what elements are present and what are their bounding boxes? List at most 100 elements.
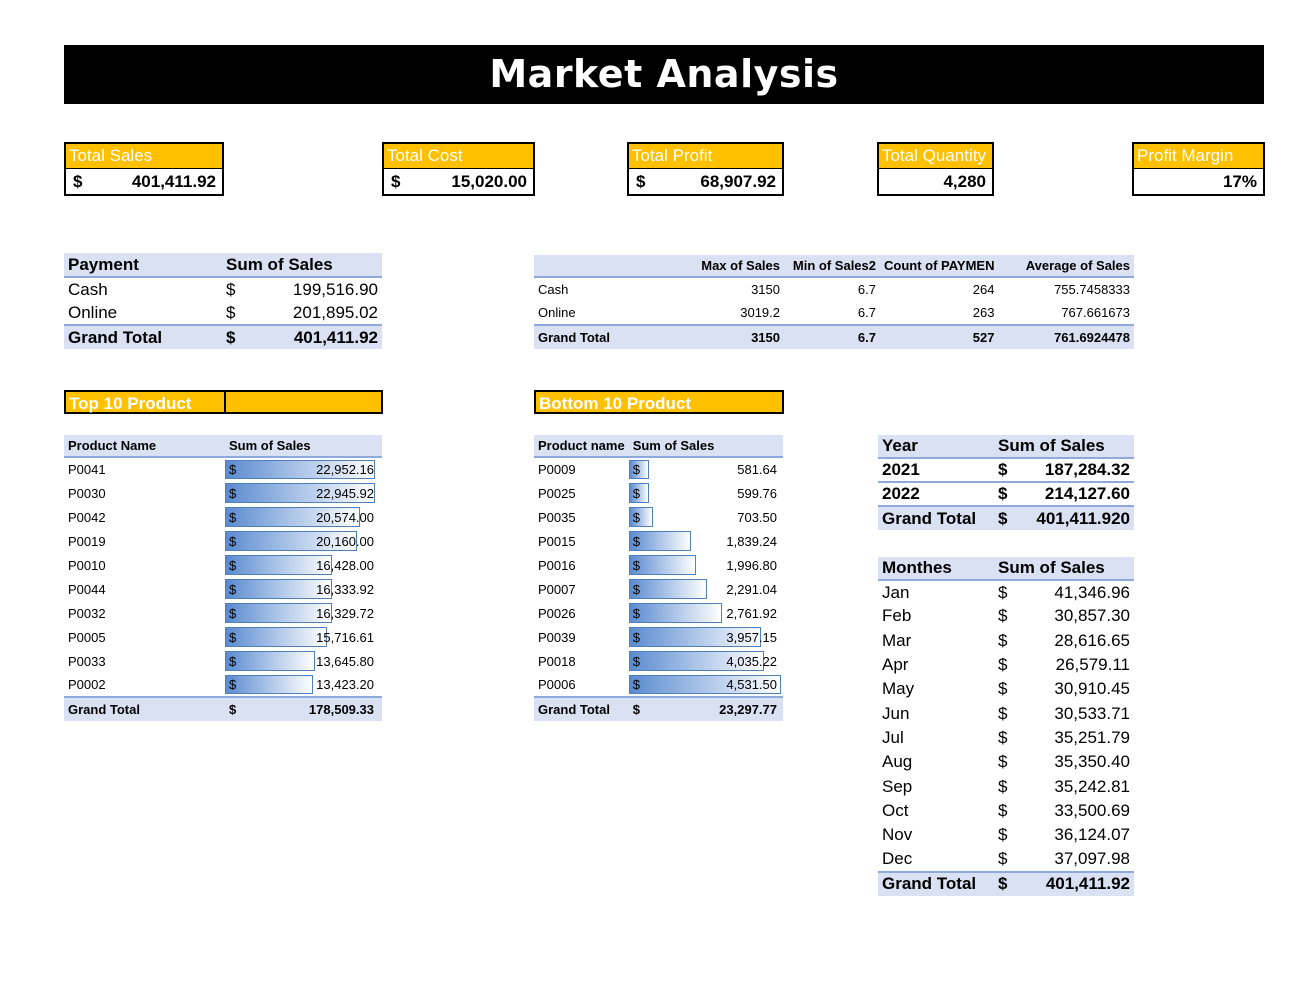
column-header: Monthes xyxy=(878,557,994,581)
bottom10-header: Bottom 10 Product xyxy=(534,390,784,414)
month-label: Aug xyxy=(882,752,913,772)
currency-symbol: $ xyxy=(998,679,1008,699)
table-row: Cash $ 199,516.90 xyxy=(68,279,378,299)
data-bar xyxy=(628,651,764,671)
product-name: P0030 xyxy=(68,485,106,501)
sales-value: 16,333.92 xyxy=(316,581,374,597)
kpi-value: 17% xyxy=(1222,172,1257,191)
product-name: P0006 xyxy=(538,677,576,692)
data-bar xyxy=(225,651,315,671)
currency-symbol: $ xyxy=(632,581,640,597)
currency-symbol: $ xyxy=(998,606,1008,626)
kpi-total-profit: Total Profit $68,907.92 xyxy=(627,142,784,196)
sales-value: 30,910.45 xyxy=(1054,679,1130,699)
currency-symbol: $ xyxy=(229,533,237,549)
kpi-value: 15,020.00 xyxy=(451,172,527,191)
bottom10-title: Bottom 10 Product xyxy=(539,394,692,413)
sales-value: 22,945.92 xyxy=(316,485,374,501)
sales-cell: $2,291.04 xyxy=(628,577,783,601)
month-pivot-table: Monthes Sum of Sales Jan $41,346.96 Feb $30… xyxy=(878,557,1134,896)
column-header: Sum of Sales xyxy=(225,435,382,458)
sales-cell: $581.64 xyxy=(628,457,783,481)
table-row: Nov $36,124.07 xyxy=(878,823,1134,847)
data-bar xyxy=(628,507,653,527)
product-name: P0025 xyxy=(538,485,576,501)
product-name: P0033 xyxy=(68,653,106,669)
sales-value: 703.50 xyxy=(737,509,777,525)
currency-symbol: $ xyxy=(632,557,640,573)
sales-cell: $16,333.92 xyxy=(225,577,382,601)
sales-value: 13,645.80 xyxy=(316,653,374,669)
sales-value: 599.76 xyxy=(737,485,777,501)
product-name: P0026 xyxy=(538,605,576,621)
currency-symbol: $ xyxy=(632,629,640,645)
sales-value: 37,097.98 xyxy=(1054,848,1130,868)
currency-symbol: $ xyxy=(998,630,1008,650)
sales-value: 1,996.80 xyxy=(726,557,777,573)
sales-value: 16,329.72 xyxy=(316,605,374,621)
currency-symbol: $ xyxy=(998,582,1008,602)
kpi-total-sales: Total Sales $401,411.92 xyxy=(64,142,224,196)
month-label: Jun xyxy=(882,703,910,723)
product-name: P0042 xyxy=(68,509,106,525)
product-name: P0044 xyxy=(68,581,106,597)
currency-symbol: $ xyxy=(632,509,640,525)
data-bar xyxy=(225,555,332,575)
currency-symbol: $ xyxy=(229,462,237,477)
product-name: P0015 xyxy=(538,533,576,549)
month-label: Oct xyxy=(882,800,909,820)
product-name: P0010 xyxy=(68,557,106,573)
data-bar xyxy=(225,507,360,527)
table-row: Mar $28,616.65 xyxy=(878,629,1134,653)
bottom10-table: Product name Sum of Sales P0009 $581.64 P0… xyxy=(534,435,783,721)
table-row: P0033 $13,645.80 xyxy=(64,649,382,673)
product-name: P0007 xyxy=(538,581,576,597)
table-row: Online $ 201,895.02 xyxy=(68,302,378,322)
currency-symbol: $ xyxy=(632,605,640,621)
sales-cell: $13,423.20 xyxy=(225,673,382,697)
table-row: Cash 3150 6.7 264 755.7458333 xyxy=(538,282,1130,297)
kpi-currency: $ xyxy=(391,172,401,191)
product-name: P0035 xyxy=(538,509,576,525)
top10-table: Product Name Sum of Sales P0041 $22,952.1… xyxy=(64,435,382,721)
sales-cell: $4,035.22 xyxy=(628,649,783,673)
data-bar xyxy=(628,460,649,479)
sales-value: 2,761.92 xyxy=(726,605,777,621)
sales-cell: $2,761.92 xyxy=(628,601,783,625)
currency-symbol: $ xyxy=(998,776,1008,796)
table-row: 2021 $ 187,284.32 xyxy=(878,458,1134,482)
sales-value: 20,160.00 xyxy=(316,533,374,549)
grand-total-row: Grand Total 3150 6.7 527 761.6924478 xyxy=(534,324,1134,349)
kpi-profit-margin: Profit Margin 17% xyxy=(1132,142,1265,196)
top10-title: Top 10 Product xyxy=(69,394,192,413)
kpi-label: Total Cost xyxy=(384,144,533,169)
month-label: Feb xyxy=(882,606,912,626)
data-bar xyxy=(225,531,357,551)
payment-pivot-table: Payment Sum of Sales Cash $ 199,516.90 O… xyxy=(64,253,382,349)
sales-value: 35,251.79 xyxy=(1054,727,1130,747)
product-name: P0005 xyxy=(68,629,106,645)
currency-symbol: $ xyxy=(632,533,640,549)
sales-cell: $1,996.80 xyxy=(628,553,783,577)
grand-total-row: Grand Total $ 401,411.92 xyxy=(878,870,1134,896)
currency-symbol: $ xyxy=(229,605,237,621)
sales-cell: $22,945.92 xyxy=(225,481,382,505)
table-row: P0016 $1,996.80 xyxy=(534,553,783,577)
currency-symbol: $ xyxy=(998,655,1008,675)
sales-value: 4,531.50 xyxy=(726,677,777,692)
currency-symbol: $ xyxy=(229,509,237,525)
table-row: May $30,910.45 xyxy=(878,677,1134,701)
sales-value: 30,533.71 xyxy=(1054,703,1130,723)
table-row: P0018 $4,035.22 xyxy=(534,649,783,673)
data-bar xyxy=(628,675,781,694)
table-row: P0002 $13,423.20 xyxy=(64,673,382,697)
sales-cell: $20,160.00 xyxy=(225,529,382,553)
table-row: P0015 $1,839.24 xyxy=(534,529,783,553)
table-row: Aug $35,350.40 xyxy=(878,750,1134,774)
currency-symbol: $ xyxy=(998,752,1008,772)
currency-symbol: $ xyxy=(229,677,237,692)
sales-value: 2,291.04 xyxy=(726,581,777,597)
data-bar xyxy=(225,603,332,623)
table-row: Dec $37,097.98 xyxy=(878,847,1134,871)
product-name: P0039 xyxy=(538,629,576,645)
